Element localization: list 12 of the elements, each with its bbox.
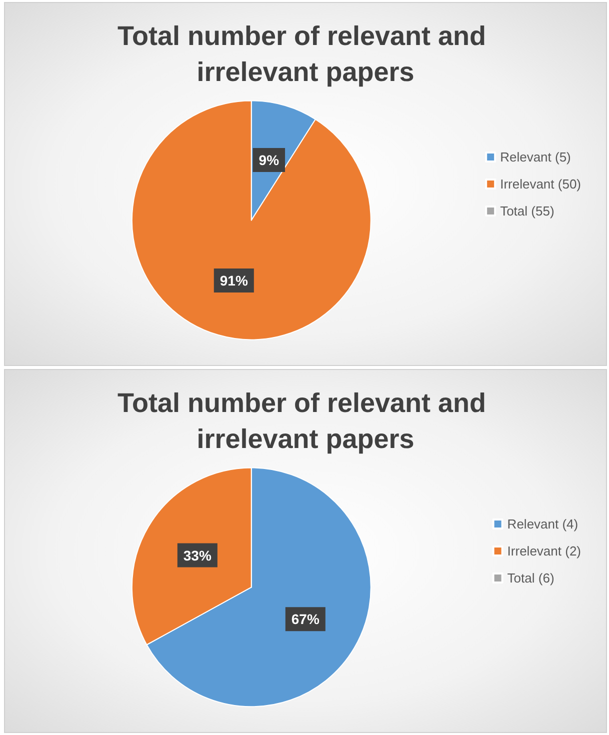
data-label: 91% [220,272,248,288]
legend-label: Total (55) [500,204,554,218]
legend-label: Total (6) [507,570,554,586]
data-label: 9% [258,152,280,168]
chart-title: Total number of relevant and irrelevant papers [117,388,494,454]
data-label: 33% [183,547,212,564]
legend-label: Irrelevant (50) [500,176,581,192]
legend-label: Relevant (4) [507,516,578,532]
legend-label: Relevant (5) [500,150,571,164]
data-label: 67% [291,611,320,628]
chart-title: Total number of relevant and irrelevant papers [117,21,494,87]
legend-label: Irrelevant (2) [507,544,582,558]
